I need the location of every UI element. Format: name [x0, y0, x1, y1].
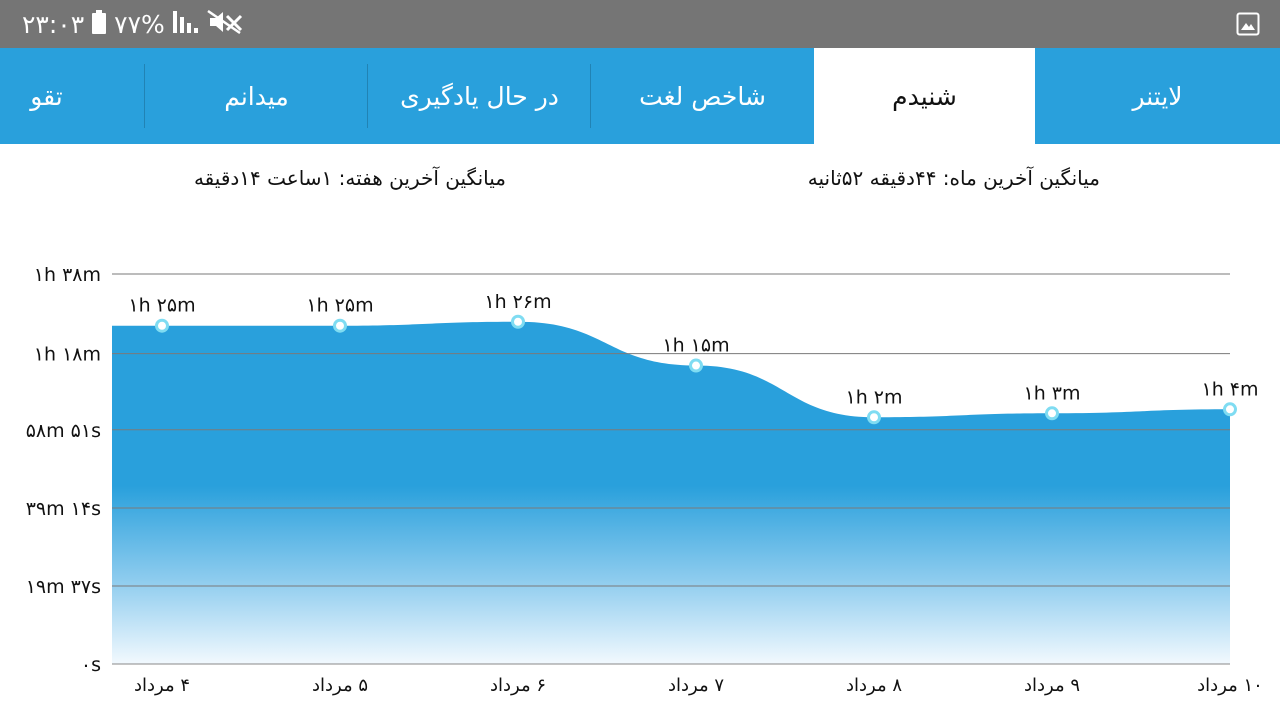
status-time: ۲۳:۰۳ — [22, 9, 85, 39]
data-label: ۱h ۴m — [1202, 378, 1259, 400]
tab-word-index[interactable]: شاخص لغت — [639, 81, 766, 111]
x-tick-label: ۹ مرداد — [1024, 675, 1080, 696]
y-tick-label: ۱h ۱۸m — [34, 344, 101, 366]
series-area — [112, 321, 1230, 664]
mute-icon — [207, 9, 245, 38]
tab-divider — [590, 64, 591, 128]
signal-icon — [172, 11, 199, 37]
tab-know[interactable]: میدانم — [224, 81, 289, 111]
data-label: ۱h ۲۶m — [484, 291, 551, 313]
x-tick-label: ۱۰ مرداد — [1197, 675, 1263, 696]
tab-bar: لایتنر شنیدم شاخص لغت در حال یادگیری مید… — [0, 48, 1280, 144]
data-point[interactable] — [333, 318, 347, 333]
battery-icon — [92, 10, 107, 38]
gallery-icon[interactable] — [1236, 12, 1260, 36]
data-label: ۱h ۲۵m — [306, 295, 373, 317]
data-point[interactable] — [867, 410, 881, 425]
tab-leitner[interactable]: لایتنر — [1132, 81, 1183, 111]
y-tick-label: ۱۹m ۳۷s — [26, 576, 101, 598]
status-left-group: ۲۳:۰۳ ۷۷% — [22, 8, 245, 40]
data-point[interactable] — [155, 318, 169, 333]
x-tick-label: ۸ مرداد — [846, 675, 902, 696]
status-bar: ۲۳:۰۳ ۷۷% — [0, 0, 1280, 48]
tab-divider — [144, 64, 145, 128]
x-tick-label: ۴ مرداد — [134, 675, 190, 696]
y-tick-label: ۱h ۳۸m — [34, 264, 101, 286]
data-point[interactable] — [511, 314, 525, 329]
tab-heard[interactable]: شنیدم — [814, 48, 1035, 144]
battery-percent: ۷۷% — [114, 9, 165, 39]
data-label: ۱h ۱۵m — [662, 335, 729, 357]
x-tick-label: ۷ مرداد — [668, 675, 724, 696]
data-point[interactable] — [1223, 402, 1237, 417]
data-label: ۱h ۲۵m — [128, 295, 195, 317]
y-tick-label: ۳۹m ۱۴s — [26, 498, 101, 520]
tab-partial[interactable]: تقو — [30, 81, 63, 111]
data-label: ۱h ۳m — [1024, 382, 1081, 404]
tab-learning[interactable]: در حال یادگیری — [400, 81, 559, 111]
data-point[interactable] — [689, 358, 703, 373]
last-week-average: میانگین آخرین هفته: ۱ساعت ۱۴دقیقه — [193, 166, 506, 190]
x-tick-label: ۵ مرداد — [312, 675, 368, 696]
last-month-average: میانگین آخرین ماه: ۴۴دقیقه ۵۲ثانیه — [807, 166, 1100, 190]
data-point[interactable] — [1045, 406, 1059, 421]
y-tick-label: ۵۸m ۵۱s — [26, 420, 101, 442]
data-label: ۱h ۲m — [846, 386, 903, 408]
y-tick-label: ۰s — [81, 654, 101, 676]
x-tick-label: ۶ مرداد — [490, 675, 546, 696]
tab-divider — [367, 64, 368, 128]
